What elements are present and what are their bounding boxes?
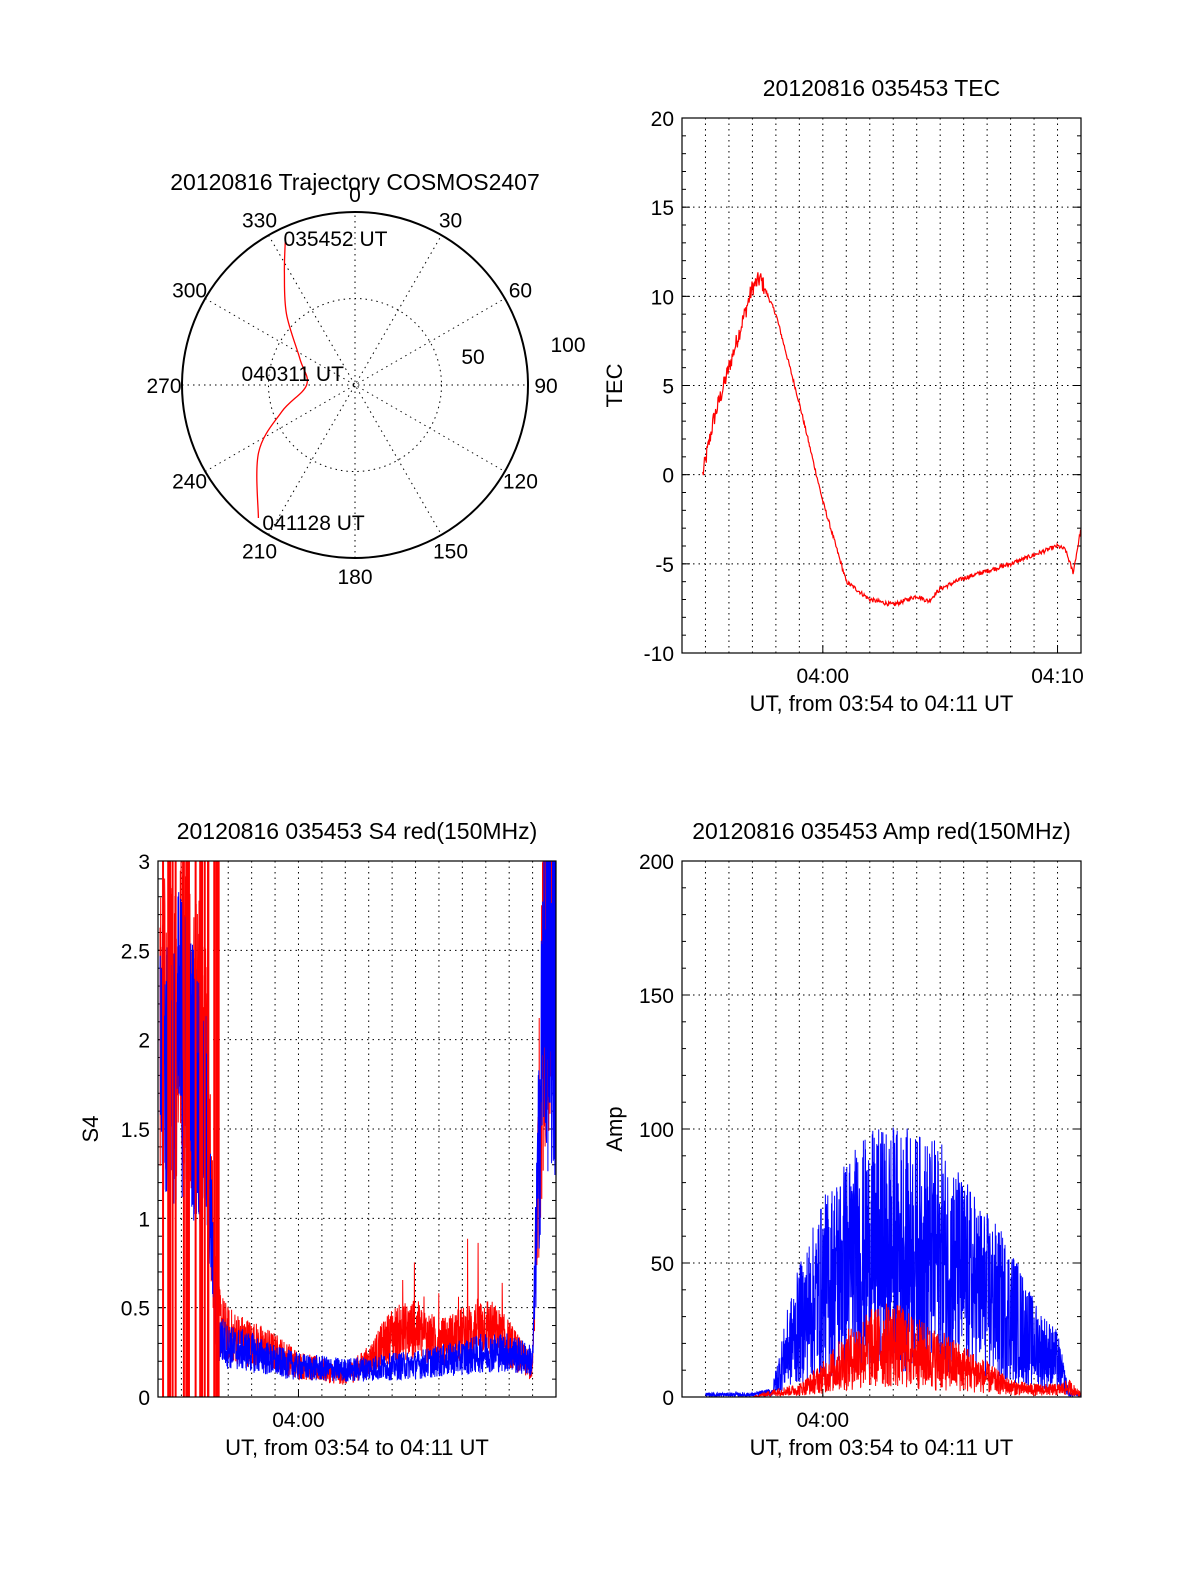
angle-label: 270 <box>146 375 181 398</box>
angle-label: 60 <box>509 280 532 303</box>
chart-title: 20120816 035453 Amp red(150MHz) <box>692 818 1070 844</box>
ytick-label: 0 <box>662 465 674 488</box>
xtick-label: 04:00 <box>797 1409 850 1432</box>
ytick-label: 0 <box>662 1387 674 1410</box>
angle-label: 0 <box>349 184 361 207</box>
ytick-label: 2.5 <box>121 940 150 963</box>
time-annotation: 041128 UT <box>262 512 365 535</box>
ytick-label: -10 <box>644 643 674 666</box>
series-line <box>702 272 1081 608</box>
x-axis-label: UT, from 03:54 to 04:11 UT <box>750 1435 1014 1460</box>
ytick-label: 0 <box>138 1387 150 1410</box>
ring-label: 50 <box>461 346 484 369</box>
xtick-label: 04:00 <box>797 665 850 688</box>
trajectory-track <box>256 235 308 519</box>
outer-ring <box>181 211 529 559</box>
ytick-label: 15 <box>651 197 674 220</box>
series-line <box>705 1303 1081 1397</box>
angle-label: 330 <box>242 210 277 233</box>
ytick-label: 5 <box>662 376 674 399</box>
angle-label: 300 <box>172 280 207 303</box>
ytick-label: 50 <box>651 1253 674 1276</box>
x-axis-label: UT, from 03:54 to 04:11 UT <box>750 691 1014 716</box>
chart-2: 20120816 035453 S4 red(150MHz) 3 2.5 2 1.5 1 0… <box>78 818 557 1460</box>
angle-label: 180 <box>337 566 372 589</box>
series-spikes <box>162 861 556 1397</box>
x-axis-label: UT, from 03:54 to 04:11 UT <box>225 1435 489 1460</box>
chart-title: 20120816 035453 S4 red(150MHz) <box>177 818 538 844</box>
ytick-label: 1 <box>138 1208 150 1231</box>
y-axis-label: TEC <box>602 363 627 407</box>
ytick-label: 2 <box>138 1030 150 1053</box>
angle-label: 90 <box>534 375 557 398</box>
trajectory-title: 20120816 Trajectory COSMOS2407 <box>170 169 539 195</box>
ytick-label: 3 <box>138 851 150 874</box>
angle-label: 150 <box>433 540 468 563</box>
plot-frame <box>157 860 557 1398</box>
ytick-label: 1.5 <box>121 1119 150 1142</box>
ring-label: 100 <box>550 334 585 357</box>
xtick-label: 04:10 <box>1031 665 1084 688</box>
plot-area <box>702 272 1081 608</box>
y-axis-label: Amp <box>602 1106 627 1151</box>
time-annotation: 035452 UT <box>284 228 388 251</box>
angle-label: 240 <box>172 471 207 494</box>
ytick-label: 20 <box>651 108 674 131</box>
ytick-label: 150 <box>639 985 674 1008</box>
plot-area <box>159 861 556 1397</box>
xtick-label: 04:00 <box>272 1409 325 1432</box>
chart-1: 20120816 035453 TEC 20 15 10 5 0 -5 -10 04:00 04:… <box>602 75 1084 716</box>
angle-label: 30 <box>439 210 462 233</box>
plot-frame <box>681 860 1082 1398</box>
time-annotation: 040311 UT <box>242 363 345 386</box>
chart-3: 20120816 035453 Amp red(150MHz) 200 150 100… <box>602 818 1082 1460</box>
ytick-label: 10 <box>651 286 674 309</box>
ytick-label: 200 <box>639 851 674 874</box>
angle-label: 210 <box>242 540 277 563</box>
ytick-label: -5 <box>655 554 674 577</box>
series-line <box>159 861 556 1382</box>
chart-title: 20120816 035453 TEC <box>763 75 1000 101</box>
angle-label: 120 <box>503 471 538 494</box>
ytick-label: 0.5 <box>121 1298 150 1321</box>
ytick-label: 100 <box>639 1119 674 1142</box>
plot-area <box>705 1127 1081 1397</box>
plot-frame <box>681 117 1082 654</box>
y-axis-label: S4 <box>78 1116 103 1143</box>
